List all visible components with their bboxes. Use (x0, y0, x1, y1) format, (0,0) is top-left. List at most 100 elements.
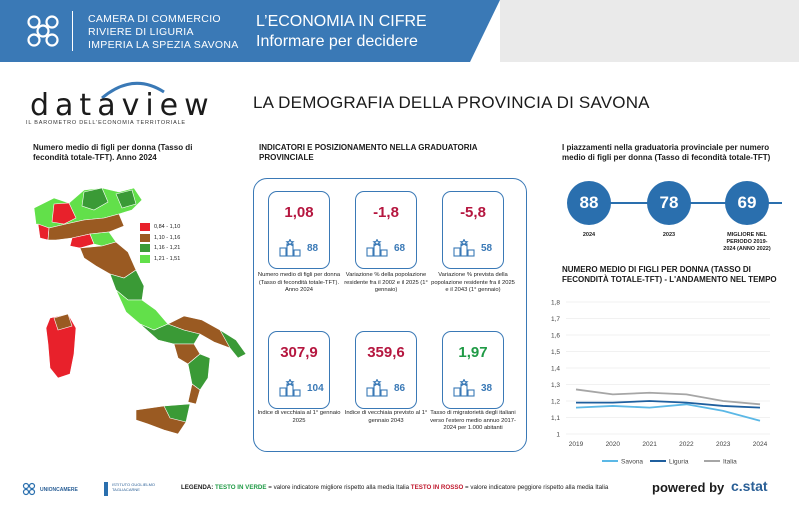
y-tick-label: 1,7 (551, 316, 560, 323)
ranking-label: 2023 (662, 232, 676, 238)
y-tick-label: 1,5 (551, 349, 560, 356)
header-bar: CAMERA DI COMMERCIO RIVIERE DI LIGURIA I… (0, 0, 799, 62)
chamber-knot-logo-icon (27, 15, 59, 47)
indicator-value: 1,97 (458, 344, 488, 361)
y-tick-label: 1,4 (551, 366, 560, 373)
ranking-circle: 69 (725, 181, 769, 225)
indicator-card: 359,6 86 (355, 331, 417, 409)
indicator-description: Indice di vecchiaia al 1° gennaio 2025 (257, 410, 341, 424)
legend-swatch (140, 233, 150, 242)
chamber-name-line1: CAMERA DI COMMERCIO (88, 13, 221, 25)
series-line-liguria (576, 400, 761, 409)
tagliacarne-mark-icon (104, 482, 108, 496)
indicator-rank: 104 (307, 383, 324, 394)
chart-title: NUMERO MEDIO DI FIGLI PER DONNA (TASSO D… (562, 265, 777, 284)
legend-label: 0,84 - 1,10 (154, 224, 181, 230)
header-blue-band (0, 0, 470, 62)
y-tick-label: 1,3 (551, 382, 560, 389)
legend-item: 1,10 - 1,16 (140, 233, 180, 243)
indicator-rank: 38 (481, 383, 493, 394)
legend-label: 1,16 - 1,21 (154, 245, 181, 251)
dataview-logo: dataview IL BAROMETRO DELL'ECONOMIA TERR… (18, 78, 209, 128)
indicator-value: 1,08 (284, 204, 314, 221)
indicator-card: -5,8 58 (442, 191, 504, 269)
legend-swatch (140, 254, 150, 263)
podium-icon (453, 239, 475, 257)
legend-label: Savona (621, 459, 643, 466)
indicator-rank: 86 (394, 383, 406, 394)
podium-icon (279, 239, 301, 257)
y-tick-label: 1,6 (551, 333, 560, 340)
legenda-green-tag: TESTO IN VERDE (215, 484, 267, 491)
legend-label: 1,21 - 1,51 (154, 255, 181, 262)
podium-icon (279, 379, 301, 397)
legenda-green-text: = valore indicatore migliore rispetto al… (266, 484, 411, 491)
indicator-description: Variazione % della popolazione residente… (344, 272, 428, 293)
indicator-value: 359,6 (367, 344, 405, 361)
indicator-rank: 88 (307, 243, 319, 254)
x-tick-label: 2024 (753, 441, 768, 448)
series-line-savona (575, 403, 761, 422)
indicator-description: Variazione % prevista della popolazione … (431, 272, 515, 293)
page-title: LA DEMOGRAFIA DELLA PROVINCIA DI SAVONA (253, 93, 650, 112)
indicator-value: 307,9 (280, 344, 318, 361)
ranking-circle: 78 (647, 181, 691, 225)
indicator-value: -5,8 (460, 204, 486, 221)
rankings-title: I piazzamenti nella graduatoria provinci… (562, 143, 771, 162)
italy-fertility-map (33, 187, 247, 435)
dataview-wordmark: dataview (30, 88, 215, 123)
unioncamere-logo: UNIONCAMERE (40, 487, 78, 493)
x-tick-label: 2022 (679, 441, 694, 448)
unioncamere-knot-icon (22, 482, 36, 496)
y-tick-label: 1,8 (551, 300, 560, 307)
powered-by-label: powered by (652, 480, 725, 495)
header-title: L’ECONOMIA IN CIFRE Informare per decide… (256, 12, 427, 52)
map-legend: 0,84 - 1,10 1,10 - 1,16 1,16 - 1,21 1,21… (140, 222, 180, 264)
podium-icon (453, 379, 475, 397)
indicator-description: Indice di vecchiaia previsto al 1° genna… (344, 410, 428, 424)
header-gray-band (500, 0, 799, 62)
legend-label: 1,10 - 1,16 (154, 234, 181, 241)
y-tick-label: 1,1 (551, 415, 560, 422)
legenda-red-tag: TESTO IN ROSSO (410, 484, 464, 491)
header-separator (72, 11, 73, 51)
dataview-arc-icon (101, 81, 165, 100)
indicator-card: 1,08 88 (268, 191, 330, 269)
podium-icon (366, 379, 388, 397)
legenda-label: LEGENDA: (181, 484, 214, 491)
dataview-tagline: IL BAROMETRO DELL'ECONOMIA TERRITORIALE (26, 120, 186, 126)
indicator-card: 307,9 104 (268, 331, 330, 409)
legend-label: Italia (723, 459, 737, 466)
x-tick-label: 2020 (606, 441, 621, 448)
y-tick-label: 1,2 (551, 399, 560, 406)
x-tick-label: 2021 (642, 441, 657, 448)
map-title: Numero medio di figli per donna (Tasso d… (33, 143, 193, 162)
x-tick-label: 2023 (716, 441, 731, 448)
ranking-label: MIGLIORE NEL PERIODO 2019-2024 (ANNO 202… (723, 232, 771, 252)
chamber-name: CAMERA DI COMMERCIO RIVIERE DI LIGURIA I… (88, 13, 239, 52)
indicator-description: Tasso di migratorietà degli italiani ver… (430, 410, 516, 431)
ranking-circle: 88 (567, 181, 611, 225)
legend-label: Liguria (669, 459, 689, 466)
fertility-trend-chart: 1 1,1 1,2 1,3 1,4 1,5 1,6 1,7 1,8 2019 2020 2021 202… (551, 300, 770, 466)
cstat-logo: c.stat (731, 478, 768, 494)
indicator-description: Numero medio di figli per donna (Tasso d… (257, 272, 341, 293)
indicators-title: INDICATORI E POSIZIONAMENTO NELLA GRADUA… (259, 143, 478, 162)
chamber-name-line2: RIVIERE DI LIGURIA (88, 26, 194, 38)
color-legend-note: LEGENDA: TESTO IN VERDE = valore indicat… (181, 484, 608, 491)
legend-item: 1,16 - 1,21 (140, 243, 180, 253)
indicator-rank: 58 (481, 243, 493, 254)
indicator-card: -1,8 68 (355, 191, 417, 269)
legend-swatch (140, 244, 150, 252)
series-line-italia (575, 388, 761, 406)
indicators-panel (253, 178, 527, 452)
header-title-line2: Informare per decidere (256, 33, 418, 50)
legenda-red-text: = valore indicatore peggiore rispetto al… (463, 484, 609, 491)
legend-swatch (140, 223, 150, 231)
indicator-rank: 68 (394, 243, 406, 254)
y-tick-label: 1 (556, 432, 560, 439)
header-band-tip (470, 0, 500, 62)
tagliacarne-logo: ISTITUTO GUGLIELMO TAGLIACARNE (112, 482, 156, 492)
indicator-card: 1,97 38 (442, 331, 504, 409)
legend-item: 1,21 - 1,51 (140, 254, 180, 264)
